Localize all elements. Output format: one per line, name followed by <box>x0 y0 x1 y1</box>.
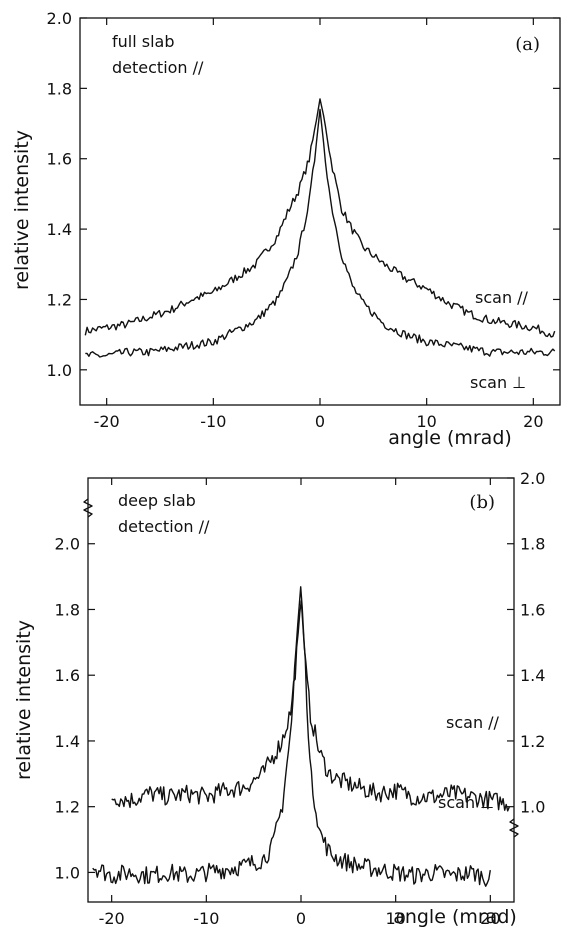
panel-annotation: detection // <box>118 517 210 536</box>
x-tick-label: -20 <box>94 412 120 431</box>
x-tick-label: -20 <box>99 909 125 928</box>
y-tick-label-right: 2.0 <box>520 469 545 488</box>
y-axis-label: relative intensity <box>13 620 35 780</box>
panel-label: (b) <box>469 492 495 513</box>
series-line <box>85 108 556 358</box>
y-tick-label: 1.8 <box>47 79 72 98</box>
chart-panel-b: -20 -10 0 10 20 1.0 1.2 1.4 1.6 1.8 2.0 1.0 1.2 1.4 1.… <box>13 469 545 928</box>
axis-break-mark <box>509 818 519 838</box>
panel-annotation: detection // <box>112 58 204 77</box>
y-tick-label: 1.0 <box>55 863 80 882</box>
y-tick-label-right: 1.8 <box>520 535 545 554</box>
y-tick-label-right: 1.6 <box>520 600 545 619</box>
y-tick-label: 1.2 <box>55 798 80 817</box>
y-tick-label: 1.4 <box>47 220 72 239</box>
series-label: scan ⊥ <box>438 793 494 812</box>
panel-annotation: deep slab <box>118 491 196 510</box>
y-tick-label-right: 1.2 <box>520 732 545 751</box>
y-axis-label: relative intensity <box>11 130 33 290</box>
x-tick-label: -10 <box>193 909 219 928</box>
axis-break-mark <box>83 498 93 518</box>
x-axis-label: angle (mrad) <box>393 906 517 928</box>
x-tick-label: 10 <box>385 909 405 928</box>
series-line <box>111 600 510 812</box>
panel-label: (a) <box>515 34 540 55</box>
y-tick-label: 1.6 <box>47 150 72 169</box>
chart-panel-a: -20 -10 0 10 20 1.0 1.2 1.4 1.6 1.8 2.0 angle (mrad… <box>11 9 561 449</box>
x-tick-label: 0 <box>296 909 306 928</box>
y-tick-label: 2.0 <box>55 535 80 554</box>
y-tick-label: 1.8 <box>55 600 80 619</box>
y-tick-label: 1.6 <box>55 666 80 685</box>
x-tick-label: 20 <box>480 909 500 928</box>
series-label: scan ⊥ <box>470 373 526 392</box>
series-line <box>92 586 491 887</box>
series-label: scan // <box>446 713 500 732</box>
y-tick-label: 1.2 <box>47 290 72 309</box>
x-tick-label: 10 <box>416 412 436 431</box>
plot-frame <box>87 477 515 903</box>
y-tick-label: 1.4 <box>55 732 80 751</box>
y-tick-label-right: 1.4 <box>520 666 545 685</box>
series-line <box>84 98 556 338</box>
x-tick-label: -10 <box>200 412 226 431</box>
panel-annotation: full slab <box>112 32 175 51</box>
x-axis-label: angle (mrad) <box>388 427 512 449</box>
y-tick-label: 2.0 <box>47 9 72 28</box>
series-label: scan // <box>475 288 529 307</box>
y-tick-label: 1.0 <box>47 361 72 380</box>
x-tick-label: 0 <box>315 412 325 431</box>
y-tick-label-right: 1.0 <box>520 798 545 817</box>
x-tick-label: 20 <box>523 412 543 431</box>
